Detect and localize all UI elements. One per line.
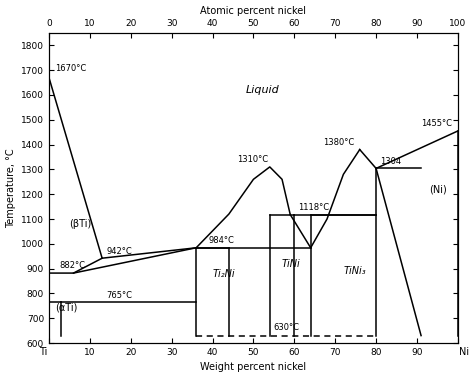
Text: 882°C: 882°C xyxy=(59,261,85,270)
Text: 1310°C: 1310°C xyxy=(237,155,268,164)
Text: Ti₂Ni: Ti₂Ni xyxy=(212,268,235,279)
Text: 765°C: 765°C xyxy=(106,291,132,300)
Text: Liquid: Liquid xyxy=(245,85,279,95)
X-axis label: Atomic percent nickel: Atomic percent nickel xyxy=(201,6,306,15)
Y-axis label: Temperature, °C: Temperature, °C xyxy=(6,148,16,228)
Text: 630°C: 630°C xyxy=(274,323,300,332)
Text: (βTi): (βTi) xyxy=(69,219,91,229)
Text: 984°C: 984°C xyxy=(209,236,234,245)
Text: (Ni): (Ni) xyxy=(429,184,447,194)
Text: 1670°C: 1670°C xyxy=(55,64,86,73)
Text: 1118°C: 1118°C xyxy=(299,203,329,212)
Text: (αTi): (αTi) xyxy=(55,303,77,313)
Text: Ni: Ni xyxy=(459,347,469,357)
Text: 1455°C: 1455°C xyxy=(421,119,452,129)
Text: TiNi: TiNi xyxy=(282,259,301,269)
Text: 1304: 1304 xyxy=(380,157,401,166)
X-axis label: Weight percent nickel: Weight percent nickel xyxy=(201,363,307,372)
Text: TiNi₃: TiNi₃ xyxy=(343,266,366,276)
Text: Ti: Ti xyxy=(39,347,47,357)
Text: 942°C: 942°C xyxy=(106,247,132,256)
Text: 1380°C: 1380°C xyxy=(323,138,354,147)
